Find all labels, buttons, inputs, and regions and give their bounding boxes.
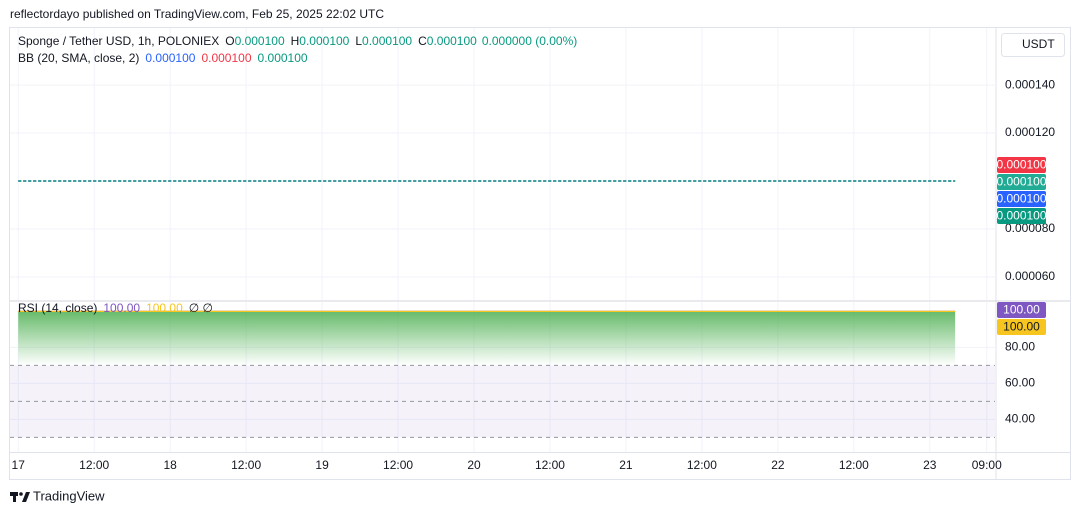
x-tick-label: 12:00 bbox=[535, 458, 565, 472]
rsi-title: RSI (14, close) bbox=[18, 301, 97, 315]
x-tick-label: 22 bbox=[771, 458, 785, 472]
y-tick-label: 0.000140 bbox=[1005, 77, 1055, 91]
price-badge bbox=[997, 157, 1046, 173]
price-badge bbox=[997, 191, 1046, 207]
indicator-legend: BB (20, SMA, close, 2) 0.000100 0.000100 0.… bbox=[18, 51, 308, 65]
ohlc-label: L bbox=[355, 34, 362, 48]
x-tick-label: 20 bbox=[467, 458, 481, 472]
y-tick-label: 40.00 bbox=[1005, 412, 1035, 426]
tradingview-logo bbox=[10, 492, 30, 502]
indicator-value: 0.000100 bbox=[145, 51, 195, 65]
rsi-value: 100.00 bbox=[103, 301, 140, 315]
y-tick-label: 0.000060 bbox=[1005, 269, 1055, 283]
x-tick-label: 21 bbox=[619, 458, 633, 472]
price-badge-label: 0.000100 bbox=[996, 209, 1046, 223]
price-badge bbox=[997, 208, 1046, 224]
price-badge bbox=[997, 174, 1046, 190]
ohlc-label: C bbox=[418, 34, 427, 48]
y-tick-label: 80.00 bbox=[1005, 340, 1035, 354]
ohlc-label: O bbox=[225, 34, 234, 48]
y-tick-label: 60.00 bbox=[1005, 376, 1035, 390]
overbought-fill bbox=[18, 311, 956, 366]
rsi-value: 100.00 bbox=[146, 301, 183, 315]
x-tick-label: 17 bbox=[12, 458, 26, 472]
ohlc-label: H bbox=[291, 34, 300, 48]
y-tick-label: 0.000120 bbox=[1005, 125, 1055, 139]
chart-frame bbox=[9, 27, 1071, 480]
rsi-legend: RSI (14, close) 100.00 100.00 ∅ ∅ bbox=[18, 301, 213, 315]
change-label: 0.000000 (0.00%) bbox=[482, 34, 577, 48]
ohlc-value: 0.000100 bbox=[362, 34, 412, 48]
footer-brand: TradingView bbox=[33, 488, 105, 503]
x-tick-label: 12:00 bbox=[79, 458, 109, 472]
price-badge-label: 0.000100 bbox=[996, 192, 1046, 206]
ohlc-value: 0.000100 bbox=[299, 34, 349, 48]
x-tick-label: 19 bbox=[315, 458, 329, 472]
price-badge-label: 100.00 bbox=[1003, 303, 1040, 317]
price-badge bbox=[997, 319, 1046, 335]
price-badge bbox=[997, 302, 1046, 318]
currency-button[interactable] bbox=[1001, 33, 1065, 57]
ohlc-value: 0.000100 bbox=[235, 34, 285, 48]
x-tick-label: 23 bbox=[923, 458, 937, 472]
indicator-title: BB (20, SMA, close, 2) bbox=[18, 51, 139, 65]
price-badge-label: 0.000100 bbox=[996, 175, 1046, 189]
rsi-band-background bbox=[10, 365, 995, 438]
x-tick-label: 12:00 bbox=[383, 458, 413, 472]
symbol-title: Sponge / Tether USD, 1h, POLONIEX bbox=[18, 34, 219, 48]
indicator-value: 0.000100 bbox=[201, 51, 251, 65]
ohlc-value: 0.000100 bbox=[427, 34, 477, 48]
x-tick-label: 12:00 bbox=[231, 458, 261, 472]
indicator-value: 0.000100 bbox=[258, 51, 308, 65]
publish-header: reflectordayo published on TradingView.c… bbox=[10, 7, 384, 21]
rsi-extra: ∅ ∅ bbox=[189, 301, 213, 315]
symbol-legend: Sponge / Tether USD, 1h, POLONIEX O0.0001… bbox=[18, 34, 577, 48]
x-tick-label: 09:00 bbox=[972, 458, 1002, 472]
x-tick-label: 12:00 bbox=[839, 458, 869, 472]
price-badge-label: 0.000100 bbox=[996, 158, 1046, 172]
y-tick-label: 0.000080 bbox=[1005, 221, 1055, 235]
x-tick-label: 18 bbox=[163, 458, 177, 472]
price-badge-label: 100.00 bbox=[1003, 320, 1040, 334]
currency-label[interactable]: USDT bbox=[1022, 37, 1055, 51]
x-tick-label: 12:00 bbox=[687, 458, 717, 472]
